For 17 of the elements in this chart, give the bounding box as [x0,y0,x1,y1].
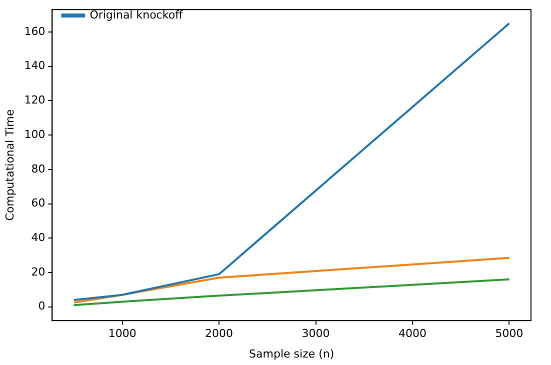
y-tick-label: 120 [24,94,46,107]
x-tick-label: 3000 [302,327,330,340]
x-tick-label: 2000 [205,327,234,340]
x-axis-title: Sample size (n) [249,347,334,360]
legend-label: Original knockoff [90,8,184,22]
y-tick-label: 140 [24,59,46,72]
y-tick-label: 160 [24,24,46,38]
x-tick-label: 4000 [398,327,427,340]
y-tick-label: 100 [24,128,46,141]
y-tick-label: 60 [31,196,46,210]
y-tick-label: 20 [31,265,46,278]
y-axis-title: Computational Time [3,109,16,221]
y-tick-label: 0 [38,300,46,313]
x-tick-label: 5000 [495,327,524,340]
y-tick-label: 80 [31,162,46,176]
y-tick-label: 40 [31,230,46,244]
x-tick-label: 1000 [108,327,136,340]
